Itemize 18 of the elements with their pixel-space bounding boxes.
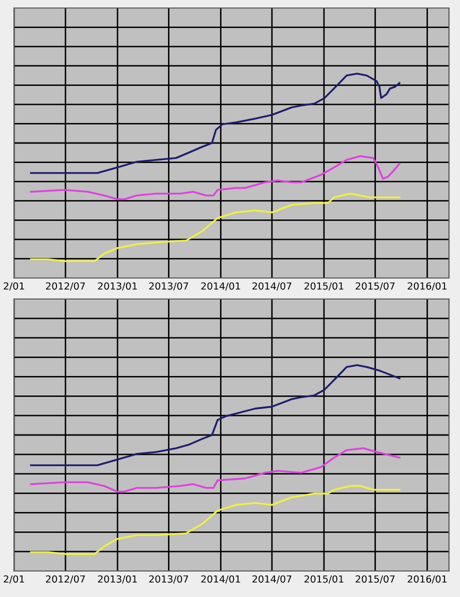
x-tick-label: 2014/01 xyxy=(201,575,240,584)
x-tick-label: 2012/07 xyxy=(46,575,85,584)
x-tick-label: 2/01 xyxy=(4,282,24,290)
x-tick-label: 2015/07 xyxy=(356,575,395,584)
x-tick-label: 2016/01 xyxy=(408,575,447,584)
x-tick-label: 2014/07 xyxy=(252,575,292,584)
x-tick-label: 2015/01 xyxy=(304,282,344,290)
x-tick-label: 2015/07 xyxy=(356,282,395,290)
x-tick-label: 2014/01 xyxy=(201,282,240,290)
x-tick-label: 2013/01 xyxy=(98,282,137,290)
x-tick-label: 2013/01 xyxy=(98,575,137,584)
x-tick-label: 2014/07 xyxy=(252,282,292,290)
x-tick-label: 2/01 xyxy=(4,575,24,584)
x-tick-label: 2012/07 xyxy=(46,282,85,290)
x-tick-label: 2015/01 xyxy=(304,575,344,584)
x-tick-label: 2013/07 xyxy=(149,575,188,584)
x-tick-label: 2013/07 xyxy=(149,282,188,290)
x-tick-label: 2016/01 xyxy=(408,282,447,290)
